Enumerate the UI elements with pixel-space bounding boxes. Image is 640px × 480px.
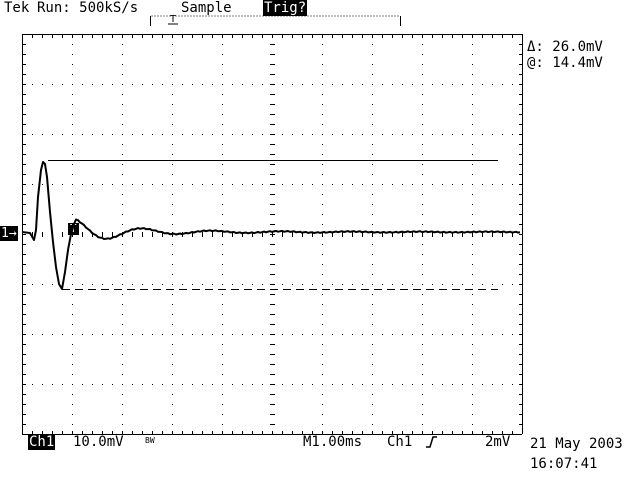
channel1-ground-marker[interactable]: 1→ — [0, 226, 18, 241]
time-readout: 16:07:41 — [530, 456, 598, 472]
channel-badge[interactable]: Ch1 — [28, 434, 56, 450]
date-readout: 21 May 2003 — [530, 436, 623, 452]
graticule — [22, 34, 523, 435]
record-position-bracket[interactable] — [150, 15, 401, 26]
trigger-source: Ch1 — [387, 434, 413, 450]
trigger-status-badge: Trig? — [263, 0, 308, 16]
brand-label: Tek — [4, 0, 30, 16]
record-trigger-t: T — [170, 14, 176, 25]
cursor-delta-readout: Δ: 26.0mV — [527, 39, 603, 55]
trigger-level: 2mV — [485, 434, 511, 450]
timebase-readout: M1.00ms — [303, 434, 363, 450]
cursor-position-readout: @: 14.4mV — [527, 55, 603, 71]
channel1-trace — [21, 161, 521, 290]
bandwidth-limit-indicator: BW — [145, 436, 155, 445]
rising-edge-icon — [426, 436, 437, 448]
volts-per-div: 10.0mV — [73, 434, 124, 450]
acquisition-mode: Sample — [181, 0, 232, 16]
run-status: Run: 500kS/s — [37, 0, 139, 16]
